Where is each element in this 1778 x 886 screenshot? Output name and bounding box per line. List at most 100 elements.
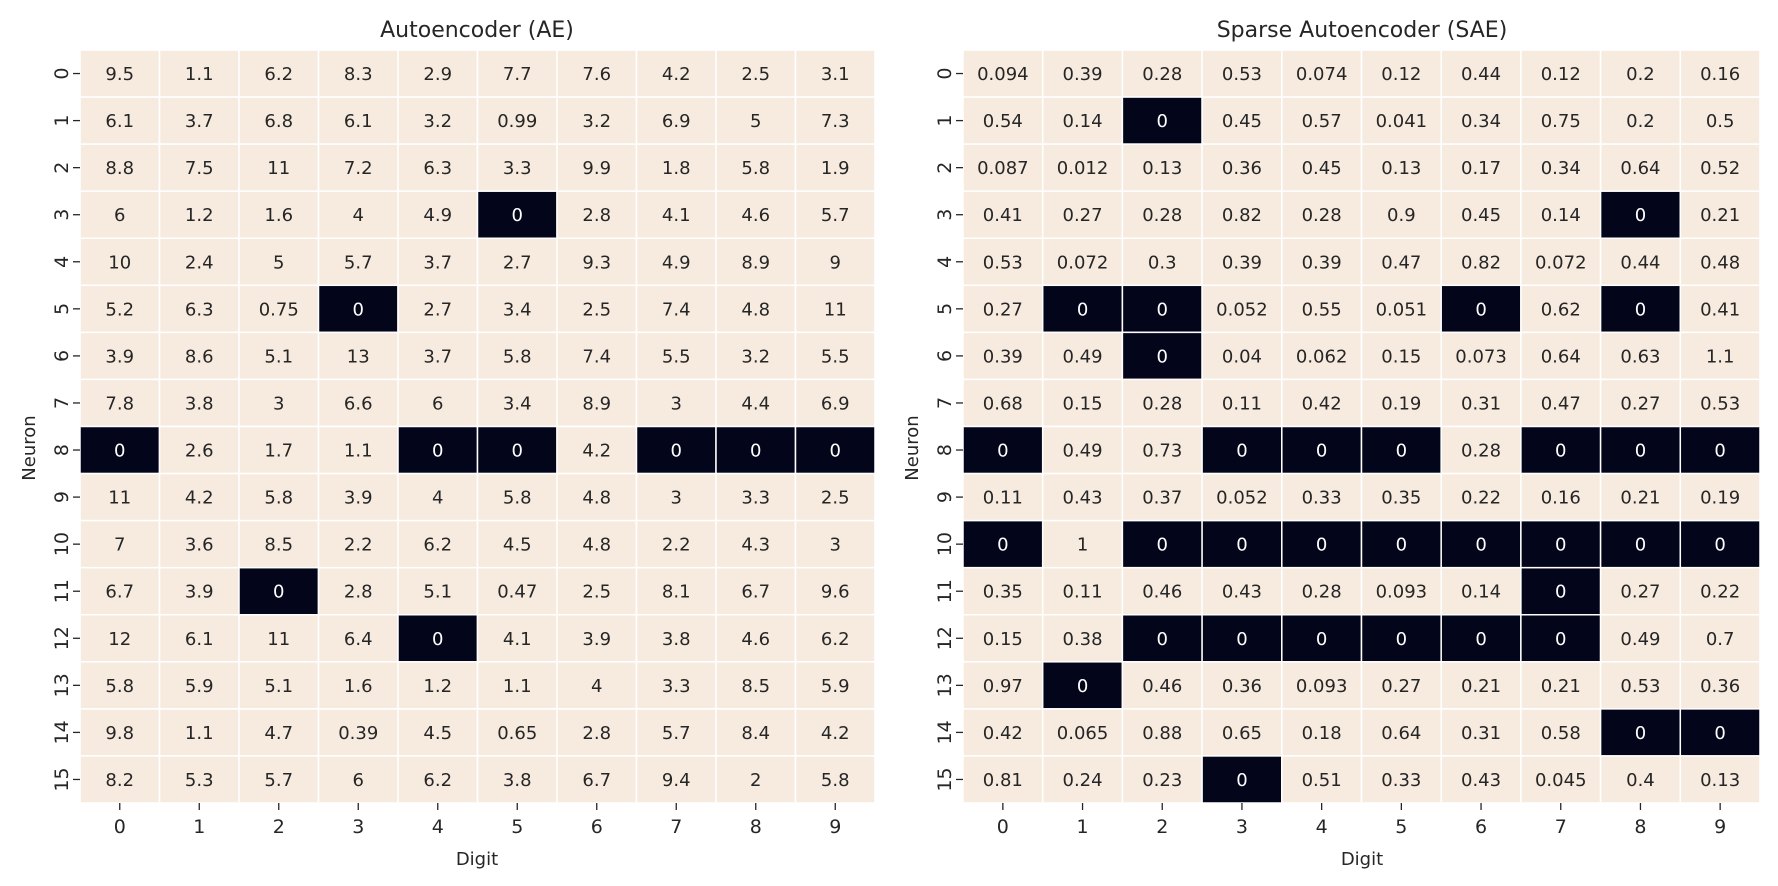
sae-cell-label-r5-c7: 0.62	[1541, 299, 1581, 320]
sae-cell-label-r3-c6: 0.45	[1461, 205, 1501, 226]
ae-cell-r5-c0	[79, 284, 161, 334]
sae-cell-label-r4-c7: 0.072	[1535, 252, 1587, 273]
sae-cell-label-r0-c0: 0.094	[977, 64, 1029, 85]
ae-cell-r3-c5	[476, 190, 558, 239]
sae-cell-label-r14-c1: 0.065	[1057, 723, 1109, 744]
ae-y-tick-label-3: 3	[51, 209, 73, 221]
ae-cell-r15-c6	[556, 755, 638, 804]
ae-cell-label-r3-c1: 1.2	[185, 205, 214, 226]
sae-cell-r1-c1	[1041, 96, 1124, 145]
sae-cell-label-r4-c0: 0.53	[983, 252, 1023, 273]
ae-cell-label-r4-c9: 9	[830, 252, 841, 273]
sae-cell-label-r0-c8: 0.2	[1626, 64, 1655, 85]
ae-cell-r10-c7	[635, 519, 717, 569]
sae-cell-label-r15-c6: 0.43	[1461, 770, 1501, 791]
ae-cell-r2-c7	[635, 143, 717, 192]
sae-cell-label-r8-c9: 0	[1714, 441, 1725, 462]
sae-cell-label-r7-c9: 0.53	[1700, 393, 1740, 414]
sae-x-tick-label-6: 6	[1475, 816, 1487, 838]
ae-cell-label-r9-c1: 4.2	[185, 488, 214, 509]
sae-cell-label-r0-c3: 0.53	[1222, 64, 1262, 85]
ae-cell-r14-c7	[635, 708, 717, 757]
ae-cell-label-r1-c6: 3.2	[582, 111, 611, 132]
sae-x-tick-label-7: 7	[1555, 816, 1567, 838]
ae-cell-label-r11-c1: 3.9	[185, 582, 214, 603]
sae-cell-r2-c9	[1679, 143, 1761, 192]
sae-y-tick-label-1: 1	[934, 115, 956, 127]
ae-cell-r6-c5	[476, 331, 558, 381]
sae-cell-r5-c0	[962, 284, 1044, 334]
sae-cell-r11-c9	[1679, 566, 1761, 616]
ae-cell-label-r7-c8: 4.4	[741, 393, 770, 414]
ae-cell-r8-c2	[238, 425, 320, 475]
sae-cell-label-r6-c1: 0.49	[1063, 346, 1103, 367]
ae-cell-label-r13-c0: 5.8	[105, 676, 134, 697]
ae-cell-r0-c9	[794, 49, 876, 98]
sae-cell-label-r8-c1: 0.49	[1063, 441, 1103, 462]
sae-cell-label-r10-c2: 0	[1157, 535, 1168, 556]
sae-cell-label-r8-c3: 0	[1236, 441, 1247, 462]
ae-cell-label-r13-c5: 1.1	[503, 676, 532, 697]
ae-cell-label-r4-c4: 3.7	[423, 252, 452, 273]
sae-cell-label-r1-c6: 0.34	[1461, 111, 1501, 132]
ae-cell-label-r2-c6: 9.9	[582, 158, 611, 179]
sae-cell-label-r15-c0: 0.81	[983, 770, 1023, 791]
ae-cell-r4-c7	[635, 237, 717, 287]
ae-cell-label-r11-c3: 2.8	[344, 582, 373, 603]
ae-cell-label-r7-c9: 6.9	[821, 393, 850, 414]
sae-cell-label-r10-c9: 0	[1714, 535, 1725, 556]
sae-x-tick-label-9: 9	[1714, 816, 1726, 838]
sae-y-tick-label-11: 11	[934, 579, 956, 603]
ae-cell-label-r1-c2: 6.8	[264, 111, 293, 132]
ae-cell-r14-c8	[715, 708, 797, 757]
sae-cell-label-r4-c8: 0.44	[1620, 252, 1660, 273]
sae-cell-label-r9-c4: 0.33	[1302, 488, 1342, 509]
sae-cell-label-r11-c0: 0.35	[983, 582, 1023, 603]
ae-cell-label-r14-c0: 9.8	[105, 723, 134, 744]
sae-cell-label-r2-c3: 0.36	[1222, 158, 1262, 179]
sae-cell-label-r2-c8: 0.64	[1620, 158, 1660, 179]
sae-cell-r14-c1	[1041, 708, 1124, 757]
ae-cell-label-r11-c5: 0.47	[497, 582, 537, 603]
ae-cell-label-r4-c2: 5	[273, 252, 284, 273]
ae-cell-r6-c8	[715, 331, 797, 381]
sae-cell-label-r6-c0: 0.39	[983, 346, 1023, 367]
sae-cell-label-r0-c2: 0.28	[1142, 64, 1182, 85]
ae-x-axis-label: Digit	[456, 849, 498, 870]
sae-cell-r15-c6	[1440, 755, 1522, 804]
ae-cell-label-r7-c7: 3	[671, 393, 682, 414]
ae-cell-r0-c1	[158, 49, 240, 98]
sae-cell-r7-c2	[1121, 378, 1203, 428]
sae-cell-r11-c5	[1360, 566, 1442, 616]
sae-y-tick-label-3: 3	[934, 209, 956, 221]
ae-y-axis-label: Neuron	[19, 415, 40, 480]
sae-y-tick-label-7: 7	[934, 397, 956, 409]
ae-cell-r14-c4	[397, 708, 479, 757]
ae-cell-label-r15-c2: 5.7	[264, 770, 293, 791]
sae-cell-r3-c9	[1679, 190, 1761, 239]
ae-cell-label-r15-c1: 5.3	[185, 770, 214, 791]
ae-cell-r3-c0	[79, 190, 161, 239]
ae-cell-label-r14-c6: 2.8	[582, 723, 611, 744]
ae-cell-r7-c5	[476, 378, 558, 428]
ae-y-tick-label-9: 9	[51, 491, 73, 503]
ae-cell-label-r13-c4: 1.2	[423, 676, 452, 697]
sae-cell-r5-c8	[1599, 284, 1682, 334]
sae-cell-label-r7-c5: 0.19	[1381, 393, 1421, 414]
sae-cell-r7-c8	[1599, 378, 1682, 428]
sae-cell-label-r6-c3: 0.04	[1222, 346, 1262, 367]
ae-cell-r9-c8	[715, 472, 797, 522]
ae-cell-label-r5-c7: 7.4	[662, 299, 691, 320]
sae-cell-label-r12-c9: 0.7	[1706, 629, 1735, 650]
ae-cell-label-r15-c5: 3.8	[503, 770, 532, 791]
ae-cell-label-r14-c9: 4.2	[821, 723, 850, 744]
ae-cell-r4-c6	[556, 237, 638, 287]
sae-cell-r6-c0	[962, 331, 1044, 381]
ae-cell-r4-c4	[397, 237, 479, 287]
sae-cell-label-r12-c4: 0	[1316, 629, 1327, 650]
ae-cell-label-r9-c7: 3	[671, 488, 682, 509]
ae-cell-r7-c9	[794, 378, 876, 428]
sae-cell-r8-c4	[1281, 425, 1363, 475]
sae-cell-label-r7-c3: 0.11	[1222, 393, 1262, 414]
